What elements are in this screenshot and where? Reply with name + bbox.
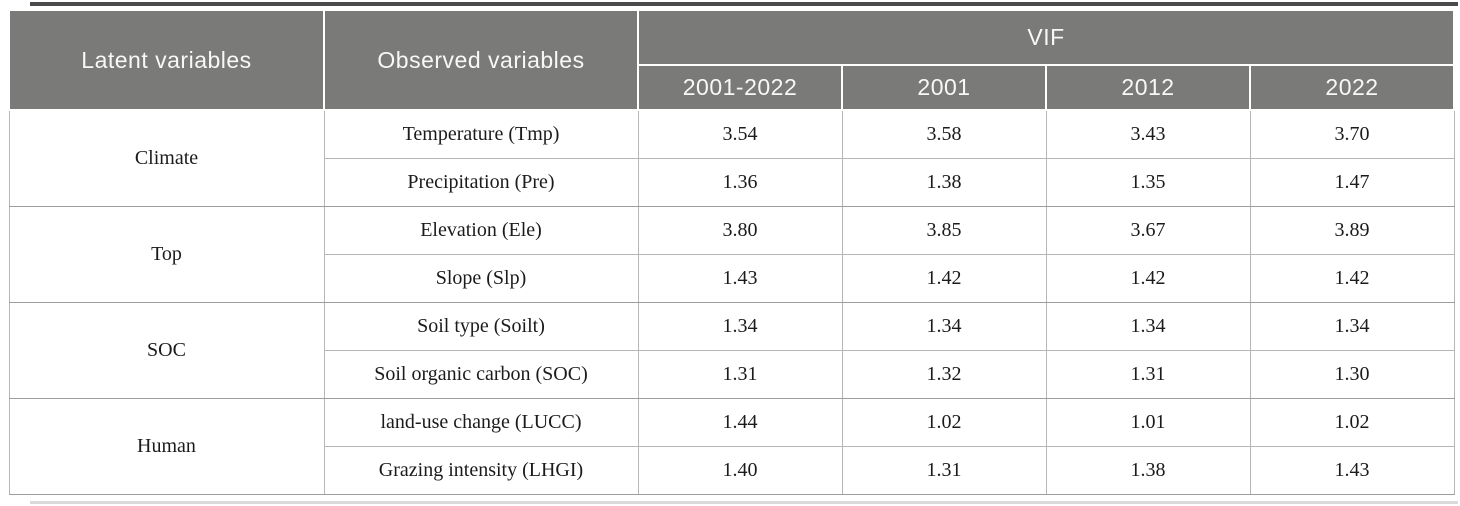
cell-value: 1.01 — [1045, 397, 1251, 447]
table-row: Slope (Slp) 1.43 1.42 1.42 1.42 — [9, 253, 1455, 303]
cell-latent-soc: SOC — [8, 301, 325, 399]
cell-value: 1.42 — [1249, 253, 1455, 303]
cell-observed: Soil organic carbon (SOC) — [323, 349, 639, 399]
cell-value: 1.31 — [637, 349, 843, 399]
vif-table: Latent variables Observed variables VIF … — [8, 9, 1456, 495]
cell-value: 3.80 — [637, 205, 843, 255]
table-top-rule — [30, 2, 1458, 6]
cell-value: 1.38 — [1045, 445, 1251, 495]
cell-value: 1.44 — [637, 397, 843, 447]
cell-value: 1.31 — [841, 445, 1047, 495]
header-year-2001: 2001 — [841, 64, 1047, 111]
cell-value: 1.30 — [1249, 349, 1455, 399]
header-observed-variables: Observed variables — [323, 9, 639, 111]
cell-value: 1.38 — [841, 157, 1047, 207]
header-year-2012: 2012 — [1045, 64, 1251, 111]
header-vif: VIF — [636, 9, 1456, 66]
cell-value: 1.34 — [637, 301, 843, 351]
cell-observed: Precipitation (Pre) — [323, 157, 639, 207]
header-year-2022: 2022 — [1248, 64, 1456, 111]
cell-value: 3.67 — [1045, 205, 1251, 255]
cell-value: 1.36 — [637, 157, 843, 207]
cell-value: 3.54 — [637, 109, 843, 159]
table-row: Grazing intensity (LHGI) 1.40 1.31 1.38 … — [9, 445, 1455, 495]
cell-latent-human: Human — [8, 397, 325, 495]
cell-observed: Soil type (Soilt) — [323, 301, 639, 351]
table-row: Human land-use change (LUCC) 1.44 1.02 1… — [8, 397, 1455, 495]
cell-value: 1.02 — [1249, 397, 1455, 447]
cell-observed: Slope (Slp) — [323, 253, 639, 303]
cell-value: 1.34 — [1249, 301, 1455, 351]
cell-value: 1.42 — [1045, 253, 1251, 303]
cell-latent-top: Top — [8, 205, 325, 303]
table-row: Precipitation (Pre) 1.36 1.38 1.35 1.47 — [9, 157, 1455, 207]
cell-value: 3.85 — [841, 205, 1047, 255]
cell-value: 1.35 — [1045, 157, 1251, 207]
cell-observed: land-use change (LUCC) — [323, 397, 639, 447]
table-row: SOC Soil type (Soilt) 1.34 1.34 1.34 1.3… — [8, 301, 1455, 399]
cell-value: 1.31 — [1045, 349, 1251, 399]
header-latent-variables: Latent variables — [8, 9, 325, 111]
table-header: Latent variables Observed variables VIF … — [8, 9, 1456, 111]
cell-observed: Elevation (Ele) — [323, 205, 639, 255]
cell-value: 1.42 — [841, 253, 1047, 303]
cell-value: 3.58 — [841, 109, 1047, 159]
header-row-top: Latent variables Observed variables VIF — [8, 9, 1456, 111]
cell-observed: Temperature (Tmp) — [323, 109, 639, 159]
cell-value: 1.43 — [1249, 445, 1455, 495]
table-bottom-shadow — [30, 501, 1458, 504]
cell-value: 1.43 — [637, 253, 843, 303]
table-row: Soil organic carbon (SOC) 1.31 1.32 1.31… — [9, 349, 1455, 399]
header-row-years: 2001-2022 2001 2012 2022 — [9, 64, 1456, 111]
table-row: Top Elevation (Ele) 3.80 3.85 3.67 3.89 — [8, 205, 1455, 303]
cell-latent-climate: Climate — [8, 109, 325, 207]
cell-value: 1.34 — [1045, 301, 1251, 351]
cell-observed: Grazing intensity (LHGI) — [323, 445, 639, 495]
cell-value: 1.34 — [841, 301, 1047, 351]
cell-value: 1.40 — [637, 445, 843, 495]
cell-value: 1.47 — [1249, 157, 1455, 207]
table-row: Climate Temperature (Tmp) 3.54 3.58 3.43… — [8, 109, 1455, 207]
cell-value: 3.89 — [1249, 205, 1455, 255]
table-body: Climate Temperature (Tmp) 3.54 3.58 3.43… — [8, 109, 1455, 495]
cell-value: 1.02 — [841, 397, 1047, 447]
cell-value: 1.32 — [841, 349, 1047, 399]
cell-value: 3.70 — [1249, 109, 1455, 159]
cell-value: 3.43 — [1045, 109, 1251, 159]
header-year-2001-2022: 2001-2022 — [637, 64, 843, 111]
